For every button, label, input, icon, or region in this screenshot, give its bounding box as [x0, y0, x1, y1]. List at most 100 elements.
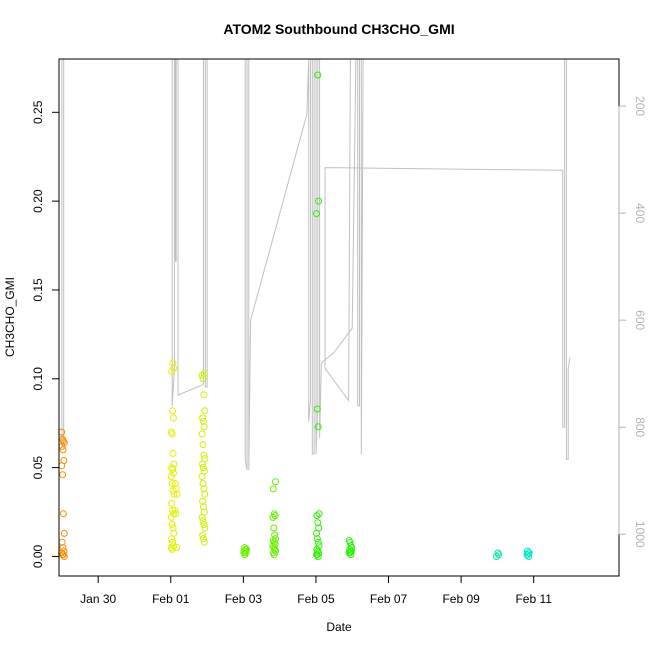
x-tick-label: Feb 03: [225, 592, 263, 606]
data-point: [313, 535, 321, 543]
plot-box: [58, 58, 620, 577]
data-point: [168, 545, 176, 553]
data-point: [200, 423, 208, 431]
y-tick-label: 0.20: [31, 189, 45, 213]
data-point: [313, 529, 320, 537]
data-point: [60, 553, 68, 560]
data-point: [168, 368, 176, 376]
data-point: [173, 490, 181, 498]
data-point: [269, 513, 277, 521]
data-point: [171, 480, 179, 488]
data-point: [493, 553, 500, 560]
x-tick-label: Feb 01: [152, 592, 190, 606]
data-point: [315, 197, 323, 205]
data-point: [168, 535, 176, 543]
data-point: [173, 544, 181, 552]
data-point: [271, 512, 279, 520]
data-point: [168, 430, 176, 438]
y-tick-label: 0.15: [31, 278, 45, 302]
data-point: [201, 407, 209, 415]
data-point: [313, 512, 321, 520]
y-tick-label: 0.00: [31, 544, 45, 568]
data-point: [170, 510, 177, 518]
data-point: [170, 364, 178, 372]
data-point: [199, 460, 207, 468]
data-point: [199, 375, 207, 383]
data-point: [168, 521, 176, 528]
data-point: [169, 407, 177, 415]
data-point: [272, 547, 279, 555]
data-point: [59, 471, 67, 479]
x-tick-label: Feb 09: [442, 592, 480, 606]
data-point: [314, 538, 322, 546]
data-point: [167, 513, 175, 521]
data-point: [495, 551, 503, 559]
y-axis: 0.00 0.05 0.10 0.15 0.20 0.25: [31, 100, 60, 568]
data-point: [525, 553, 533, 560]
data-point: [270, 524, 278, 532]
data-point: [241, 551, 249, 559]
x-tick-label: Feb 05: [297, 592, 335, 606]
data-point: [314, 519, 322, 527]
x-axis-label: Date: [326, 620, 352, 634]
x-tick-label: Feb 07: [370, 592, 408, 606]
data-point: [525, 549, 533, 557]
data-point: [200, 391, 208, 399]
data-point: [199, 480, 207, 488]
data-point: [199, 531, 207, 539]
x-axis: Jan 30 Feb 01 Feb 03 Feb 05 Feb 07 Feb 09 Feb …: [80, 575, 552, 606]
y-tick-label: 0.05: [31, 456, 45, 480]
data-point: [315, 510, 323, 518]
data-point: [198, 473, 206, 480]
data-point: [172, 510, 180, 518]
data-point: [169, 449, 177, 457]
data-point: [200, 538, 208, 546]
data-point: [199, 497, 207, 505]
data-point: [314, 553, 322, 560]
y-axis-label: CH3CHO_GMI: [3, 277, 17, 357]
data-point: [269, 485, 277, 493]
right-y-axis: 200 400 600 800 1000: [618, 96, 647, 548]
data-point: [272, 478, 279, 486]
data-point: [200, 451, 208, 459]
data-point: [271, 540, 279, 548]
data-point: [199, 414, 207, 422]
right-y-tick-label: 1000: [633, 521, 647, 548]
data-point: [60, 547, 68, 555]
data-point: [170, 469, 177, 477]
data-point: [313, 405, 321, 413]
data-point: [199, 464, 207, 472]
data-point: [167, 473, 175, 480]
right-y-tick-label: 200: [633, 96, 647, 116]
data-point: [201, 524, 209, 532]
data-point: [314, 423, 322, 431]
chart-title: ATOM2 Southbound CH3CHO_GMI: [223, 21, 454, 37]
data-point: [170, 414, 177, 422]
data-point: [313, 210, 320, 218]
data-points-layer: [58, 71, 533, 560]
data-point: [169, 359, 177, 367]
data-point: [315, 549, 323, 557]
pressure-trace-layer: [61, 58, 571, 471]
data-point: [198, 513, 206, 521]
data-point: [201, 490, 209, 498]
data-point: [198, 371, 206, 379]
data-point: [59, 446, 67, 454]
data-point: [199, 503, 207, 511]
data-point: [60, 439, 68, 447]
data-point: [199, 535, 207, 543]
right-y-tick-label: 600: [633, 310, 647, 330]
y-tick-label: 0.25: [31, 100, 45, 124]
data-point: [347, 551, 355, 559]
data-point: [347, 547, 355, 555]
right-y-tick-label: 400: [633, 203, 647, 223]
data-point: [199, 517, 207, 525]
data-point: [59, 510, 67, 518]
data-point: [198, 430, 206, 438]
data-point: [200, 521, 208, 528]
x-tick-label: Jan 30: [80, 592, 116, 606]
x-tick-label: Feb 11: [515, 592, 552, 606]
data-point: [270, 551, 278, 559]
data-point: [58, 462, 66, 470]
